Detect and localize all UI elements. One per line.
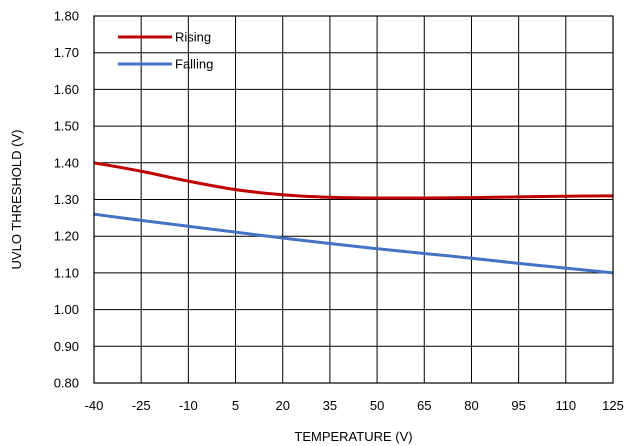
x-tick-label: 5 <box>232 398 239 413</box>
y-axis-title: UVLO THRESHOLD (V) <box>9 130 24 270</box>
series-layer <box>93 161 614 275</box>
x-tick-label: -10 <box>179 398 198 413</box>
x-tick-label: 125 <box>602 398 624 413</box>
y-tick-label: 1.60 <box>54 82 79 97</box>
y-tick-label: 0.80 <box>54 376 79 391</box>
x-tick-label: -40 <box>85 398 104 413</box>
x-tick-label: -25 <box>132 398 151 413</box>
y-tick-label: 0.90 <box>54 339 79 354</box>
y-tick-label: 1.30 <box>54 192 79 207</box>
x-tick-label: 50 <box>370 398 384 413</box>
tick-labels: -40 -25 -10 5 20 35 50 65 80 95 110 125 0.80 0.90 1.00… <box>54 9 624 414</box>
y-tick-label: 1.80 <box>54 9 79 24</box>
y-tick-label: 1.40 <box>54 155 79 170</box>
x-tick-label: 80 <box>464 398 478 413</box>
series-line-rising <box>93 161 614 200</box>
legend-label-rising: Rising <box>175 30 211 45</box>
x-tick-label: 110 <box>555 398 576 413</box>
y-tick-label: 1.50 <box>54 119 79 134</box>
x-tick-label: 95 <box>511 398 525 413</box>
y-tick-label: 1.70 <box>54 45 79 60</box>
legend: Rising Falling <box>118 30 213 72</box>
x-axis-title: TEMPERATURE (V) <box>294 429 412 444</box>
y-tick-label: 1.10 <box>54 265 79 280</box>
x-tick-label: 35 <box>323 398 337 413</box>
grid <box>93 15 614 384</box>
legend-label-falling: Falling <box>175 57 213 72</box>
x-tick-label: 65 <box>417 398 431 413</box>
series-line-falling <box>93 212 614 275</box>
plot-frame <box>93 15 614 384</box>
x-tick-label: 20 <box>275 398 289 413</box>
y-tick-label: 1.00 <box>54 302 79 317</box>
y-tick-label: 1.20 <box>54 229 79 244</box>
